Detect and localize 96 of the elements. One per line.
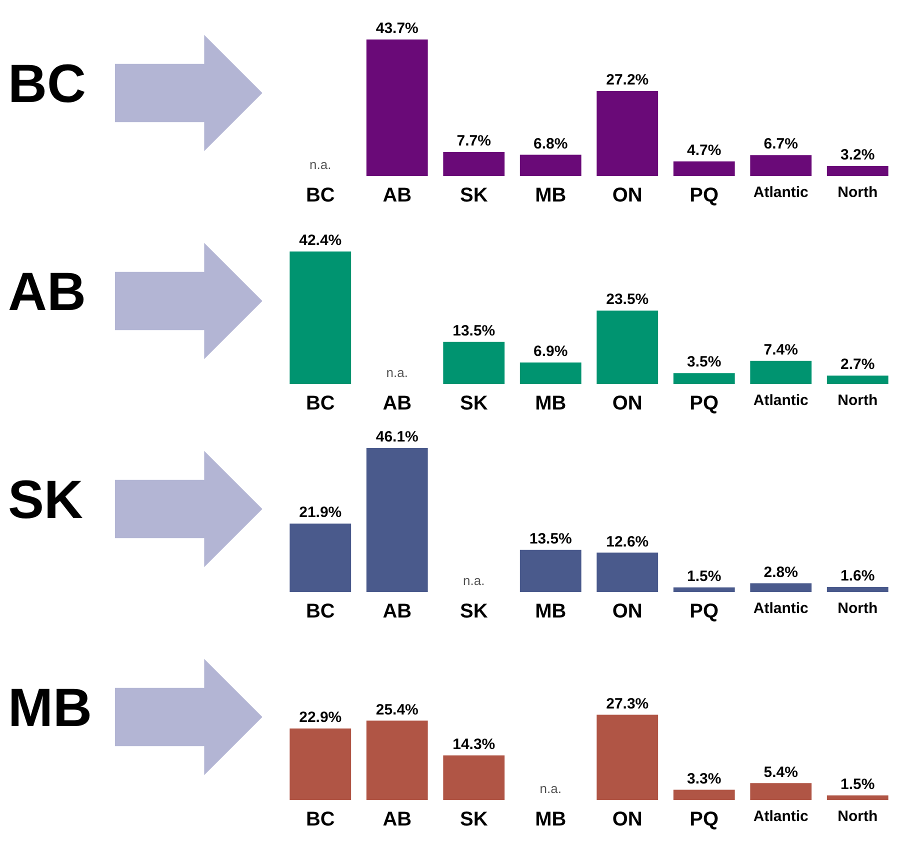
x-tick-label: MB [535,184,566,207]
data-label: 2.8% [764,564,798,581]
x-tick-label: North [838,392,878,410]
data-label: 1.6% [840,568,875,585]
data-label: 5.4% [764,764,798,781]
data-label: 25.4% [376,701,418,718]
x-tick-label: ON [612,600,642,623]
data-label: 21.9% [299,504,342,522]
bar [750,583,812,592]
x-tick-label: SK [460,600,488,623]
x-tick-label: BC [306,184,335,207]
data-label: 3.5% [687,354,722,371]
bar [826,587,888,592]
x-tick-label: PQ [690,392,719,415]
data-label: 46.1% [376,428,418,446]
text: n.a. [463,573,485,588]
x-tick-label: PQ [690,808,719,831]
bar [290,524,352,592]
data-label: 6.8% [534,135,568,152]
x-tick-label: Atlantic [753,392,808,410]
data-label: 42.4% [299,232,342,250]
data-label: 7.7% [456,132,491,150]
data-label: 23.5% [606,291,649,308]
bar [826,376,888,384]
x-tick-label: ON [612,184,642,207]
data-label: 27.3% [606,695,649,712]
bar [366,720,428,800]
x-tick-label: MB [535,808,566,831]
bar [673,373,735,384]
bar [290,728,352,800]
x-tick-label: MB [535,600,566,623]
x-tick-label: BC [306,600,335,623]
data-label: 27.2% [606,72,649,89]
chart-title: MB [8,677,93,739]
data-label: 13.5% [529,530,572,548]
bar [520,362,582,384]
x-tick-label: Atlantic [753,184,808,202]
chart-title: AB [8,261,87,323]
bar [673,790,735,800]
x-tick-label: North [838,808,878,826]
bar [596,91,658,176]
bar [596,714,658,800]
x-tick-label: SK [460,184,488,207]
data-label: 2.7% [840,356,875,374]
bar [826,795,888,800]
bar [290,252,352,384]
x-tick-label: ON [612,808,642,831]
x-tick-label: SK [460,392,488,415]
text: n.a. [310,157,332,172]
x-tick-label: SK [460,808,488,831]
x-tick-label: PQ [690,600,719,623]
bar [750,783,812,800]
chart-title: SK [8,469,84,531]
x-tick-label: Atlantic [753,808,808,826]
data-label: 7.4% [764,342,798,359]
x-tick-label: Atlantic [753,600,808,618]
bar [520,154,582,176]
bar [520,550,582,592]
bar [443,342,505,384]
bar [443,152,505,176]
bar [673,161,735,176]
data-label: 1.5% [840,776,875,793]
x-tick-label: BC [306,392,335,415]
x-tick-label: AB [382,392,412,415]
x-tick-label: North [838,600,878,618]
data-label: 1.5% [687,568,722,585]
bar [366,448,428,592]
data-label: 14.3% [452,736,496,753]
bar [366,39,428,176]
x-tick-label: North [838,184,878,202]
bar [596,552,658,592]
x-tick-label: BC [306,808,335,831]
x-tick-label: ON [612,392,642,415]
data-label: 43.7% [376,20,418,38]
bar [826,166,888,176]
data-label: 6.9% [534,343,568,360]
bar [596,310,658,384]
data-label: 13.5% [452,322,496,340]
bar [673,587,735,592]
data-label: 12.6% [606,533,649,550]
x-tick-label: PQ [690,184,719,207]
x-tick-label: AB [382,808,412,831]
data-label: 4.7% [687,142,722,159]
x-tick-label: MB [535,392,566,415]
x-tick-label: AB [382,184,412,207]
text: n.a. [540,781,562,796]
chart-title: BC [8,53,87,115]
data-label: 6.7% [764,136,798,153]
bar [443,755,505,800]
data-label: 3.3% [687,770,722,788]
x-tick-label: AB [382,600,412,623]
text: n.a. [386,365,408,380]
data-label: 22.9% [299,709,342,726]
data-label: 3.2% [840,146,875,164]
bar [750,360,812,384]
bar [750,155,812,176]
